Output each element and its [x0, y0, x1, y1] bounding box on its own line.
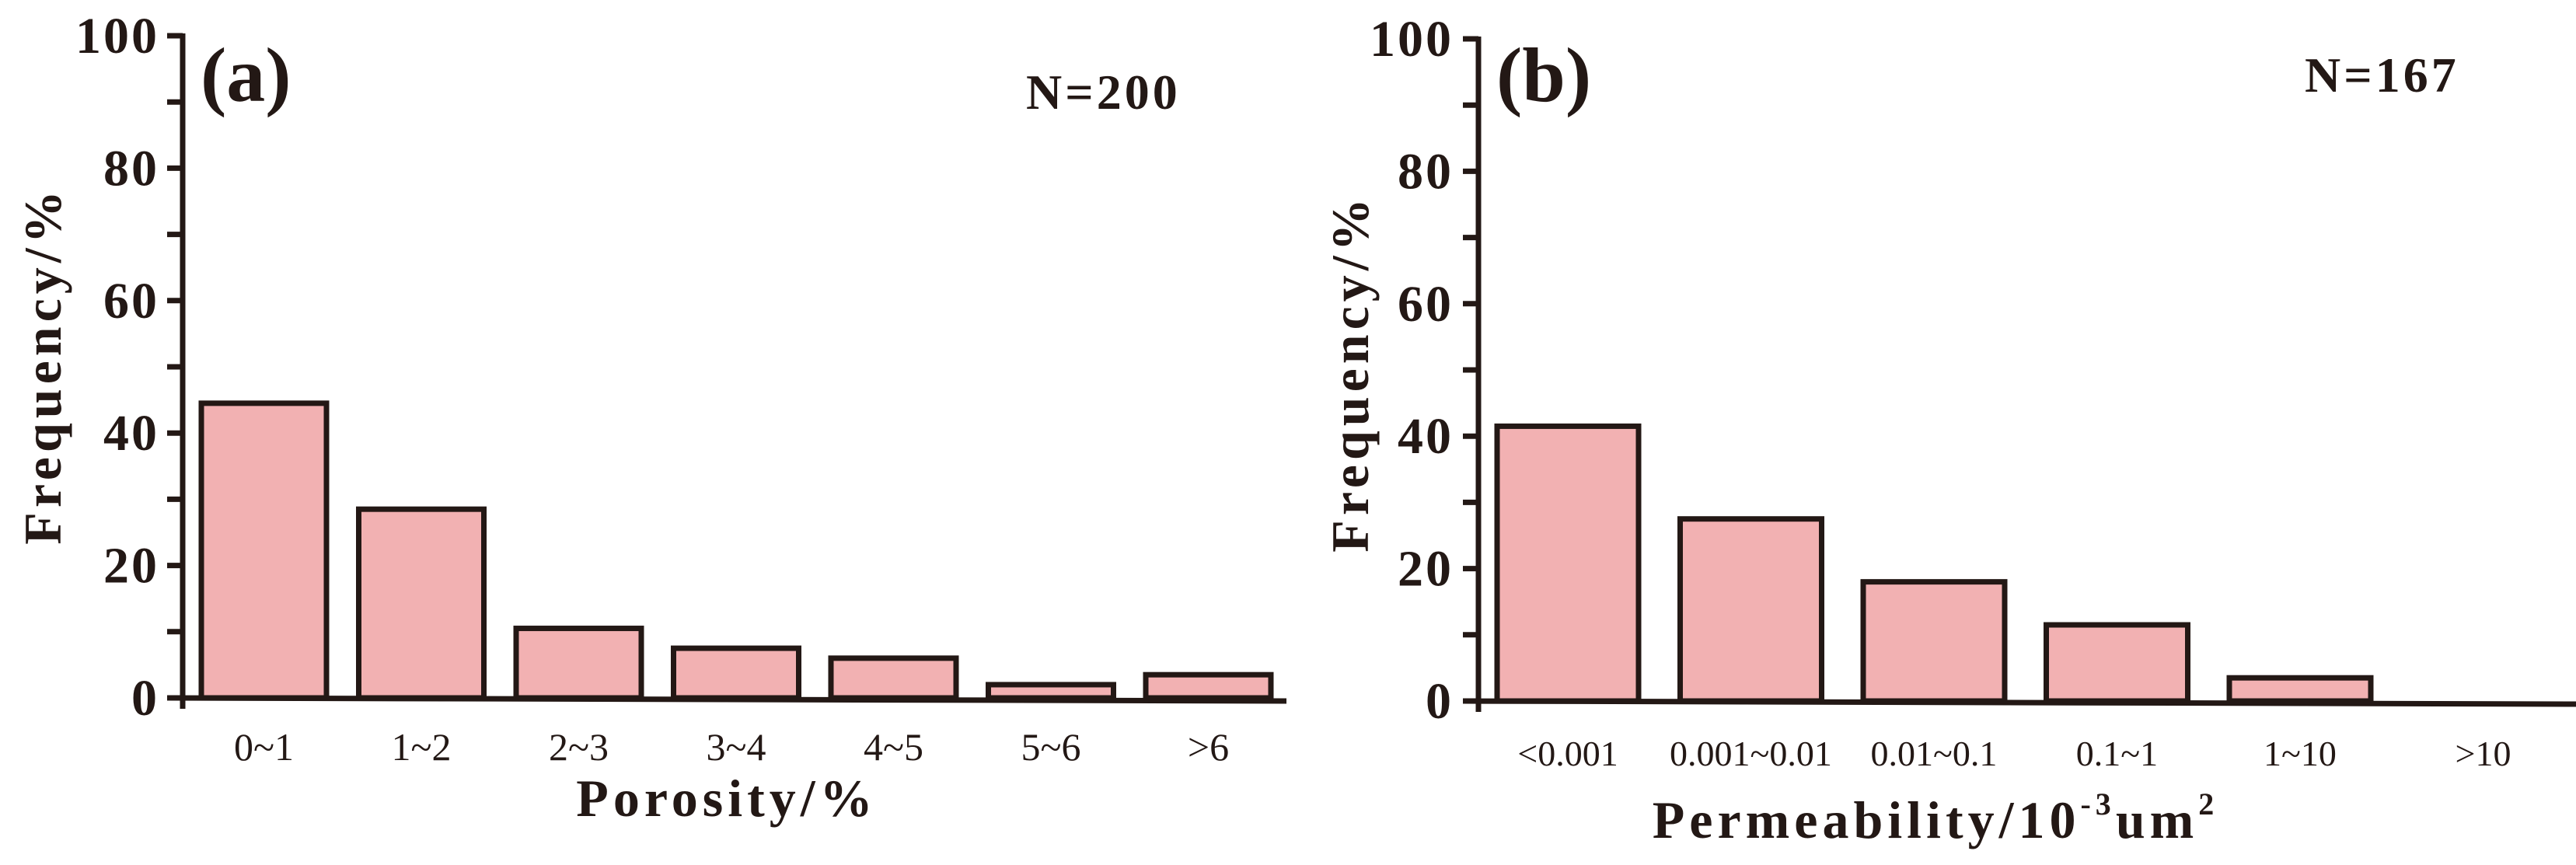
y-tick-label: 20	[1398, 541, 1454, 598]
y-tick-label: 80	[103, 140, 159, 197]
y-axis-label: Frequency/%	[1321, 194, 1380, 552]
y-tick-label: 20	[103, 538, 159, 595]
y-tick-label: 60	[1398, 276, 1454, 333]
x-tick-label: 0.001~0.01	[1670, 734, 1832, 773]
x-axis-tick-labels: 0~1 1~2 2~3 3~4 4~5 5~6 >6	[234, 725, 1229, 769]
x-tick-label: 3~4	[706, 725, 766, 769]
y-tick-label: 40	[103, 405, 159, 462]
x-tick-label: 4~5	[864, 725, 923, 769]
axes	[166, 33, 1287, 709]
bar	[671, 645, 801, 701]
y-tick-label: 0	[131, 670, 159, 727]
y-tick-label: 100	[1370, 11, 1454, 68]
x-tick-label: 2~3	[549, 725, 609, 769]
axes	[1462, 37, 2576, 712]
y-tick-label: 100	[75, 8, 159, 65]
y-axis-ticks: 0 20 40 60 80 100	[1370, 11, 1478, 730]
x-axis-label-main: Permeability/10	[1653, 790, 2081, 849]
x-tick-label: 5~6	[1021, 725, 1080, 769]
bar	[356, 506, 487, 701]
bar	[2226, 675, 2374, 704]
panel-tag: (b)	[1496, 32, 1591, 118]
x-axis-label-sup-exponent: -3	[2080, 787, 2115, 821]
bar	[198, 400, 330, 701]
chart-panel-a: Frequency/% 0 20 40 60 80 100 0~1 1~2 2~3 3~4 4~5…	[13, 8, 1287, 828]
chart-panel-b: Frequency/% 0 20 40 60 80 100 <0.001 0.001~0.0…	[1306, 0, 2576, 865]
bar	[986, 682, 1116, 701]
x-tick-label: <0.001	[1517, 734, 1618, 773]
y-axis-title: Frequency/%	[13, 186, 72, 544]
y-axis-ticks: 0 20 40 60 80 100	[75, 8, 183, 727]
x-tick-label: >6	[1188, 725, 1229, 769]
x-tick-label: >10	[2456, 734, 2511, 773]
x-axis-label-sup-square: 2	[2198, 787, 2218, 821]
y-tick-label: 40	[1398, 408, 1454, 465]
x-tick-label: 0.01~0.1	[1871, 734, 1998, 773]
x-tick-label: 0.1~1	[2076, 734, 2158, 773]
porosity-histogram: Frequency/% 0 20 40 60 80 100 0~1 1~2 2~3 3~4 4~5…	[13, 8, 1287, 828]
y-axis-title: Frequency/%	[1321, 194, 1380, 552]
x-axis-label-unit: um	[2116, 790, 2198, 849]
bars	[1494, 423, 2374, 704]
y-tick-label: 60	[103, 273, 159, 330]
x-axis-label: Permeability/10-3um2	[1653, 787, 2219, 849]
sample-size-label: N=200	[1026, 65, 1181, 120]
x-axis-line	[1462, 698, 2576, 707]
permeability-histogram: Frequency/% 0 20 40 60 80 100 <0.001 0.001~0.0…	[1321, 11, 2576, 849]
x-tick-label: 0~1	[234, 725, 294, 769]
bar	[1143, 671, 1274, 701]
bar	[2044, 622, 2190, 704]
sample-size-label: N=167	[2305, 47, 2459, 103]
x-axis-label: Porosity/%	[576, 769, 877, 828]
bar	[1494, 423, 1642, 704]
panel-tag: (a)	[201, 32, 291, 118]
y-axis-label: Frequency/%	[13, 186, 72, 544]
y-tick-label: 80	[1398, 143, 1454, 200]
bars	[198, 400, 1274, 701]
bar	[828, 655, 959, 701]
x-axis-line	[166, 695, 1287, 704]
x-axis-tick-labels: <0.001 0.001~0.01 0.01~0.1 0.1~1 1~10 >10	[1517, 734, 2511, 773]
x-tick-label: 1~2	[391, 725, 451, 769]
bar	[513, 626, 644, 701]
y-tick-label: 0	[1426, 673, 1454, 730]
bar	[1677, 516, 1824, 704]
bar	[1860, 579, 2008, 704]
x-tick-label: 1~10	[2264, 734, 2337, 773]
